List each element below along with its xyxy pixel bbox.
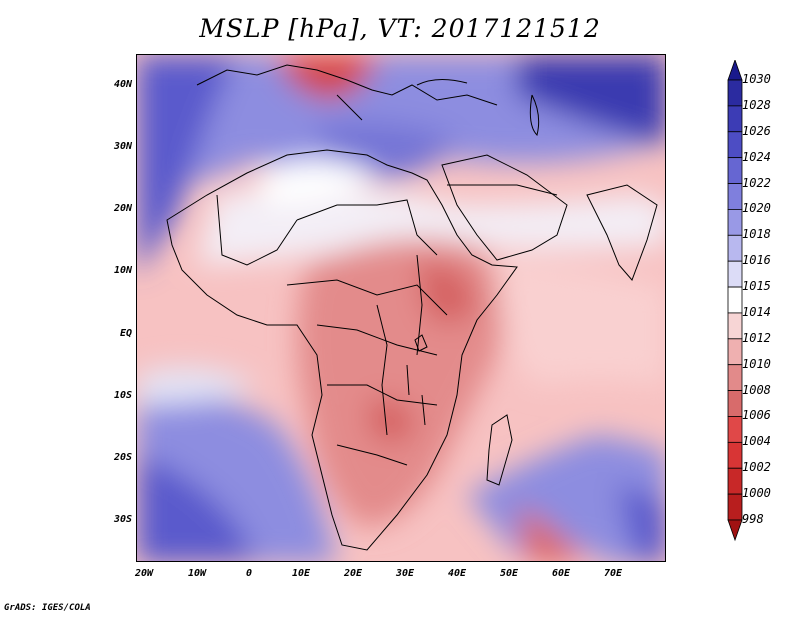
colorbar-bottom-triangle (727, 519, 743, 542)
lon-label-50e: 50E (499, 568, 519, 579)
colorbar-box (727, 260, 743, 288)
colorbar-box (727, 441, 743, 469)
map-panel (136, 54, 666, 562)
colorbar-label: 1020 (742, 201, 771, 216)
colorbar-box (727, 312, 743, 340)
colorbar-label: 998 (742, 512, 764, 526)
lon-label-20e: 20E (343, 568, 363, 579)
lat-label-20s: 20S (113, 452, 132, 463)
colorbar-box (727, 131, 743, 159)
colorbar-box (727, 493, 743, 521)
colorbar-label: 1015 (742, 279, 771, 294)
colorbar-box (727, 338, 743, 366)
lon-label-70e: 70E (603, 568, 623, 579)
colorbar-label: 1010 (742, 356, 771, 371)
colorbar-box (727, 209, 743, 236)
lat-label-10s: 10S (113, 390, 132, 401)
colorbar-label: 1012 (742, 330, 771, 345)
lon-label-60e: 60E (551, 568, 571, 579)
lon-label-0: 0 (245, 568, 253, 579)
colorbar-box (727, 286, 743, 314)
lon-label-30e: 30E (395, 568, 415, 579)
colorbar-box (727, 234, 743, 262)
colorbar-label: 1028 (742, 97, 771, 112)
footer-credit: GrADS: IGES/COLA (4, 603, 91, 613)
colorbar-box (727, 416, 743, 443)
colorbar-top-triangle (727, 60, 743, 81)
colorbar-box (727, 364, 743, 391)
colorbar-box (727, 79, 743, 107)
lon-label-40e: 40E (447, 568, 467, 579)
colorbar-label: 1004 (742, 434, 771, 449)
lon-label-10w: 10W (187, 568, 207, 579)
lat-label-40n: 40N (113, 79, 132, 90)
colorbar-label: 1030 (742, 72, 771, 86)
colorbar (727, 60, 743, 542)
lat-label-20n: 20N (113, 203, 132, 214)
colorbar-box (727, 157, 743, 184)
lat-label-30n: 30N (113, 141, 132, 152)
colorbar-label: 1022 (742, 175, 771, 190)
colorbar-label: 1024 (742, 149, 771, 164)
colorbar-label: 1014 (742, 304, 771, 319)
lat-label-10n: 10N (113, 265, 132, 276)
colorbar-label: 1006 (742, 408, 771, 423)
colorbar-label: 1008 (742, 382, 771, 397)
colorbar-label: 1026 (742, 123, 771, 138)
colorbar-label: 1018 (742, 227, 771, 242)
lon-label-10e: 10E (291, 568, 311, 579)
colorbar-box (727, 467, 743, 495)
lat-label-eq: EQ (119, 328, 132, 339)
colorbar-box (727, 183, 743, 210)
colorbar-label: 1002 (742, 460, 771, 475)
lon-label-20w: 20W (134, 568, 154, 579)
mslp-map (137, 55, 665, 561)
colorbar-label: 1000 (742, 486, 771, 501)
colorbar-box (727, 390, 743, 417)
lat-label-30s: 30S (113, 514, 132, 525)
colorbar-label: 1016 (742, 253, 771, 268)
colorbar-box (727, 105, 743, 133)
chart-title: MSLP [hPa], VT: 2017121512 (199, 14, 601, 43)
